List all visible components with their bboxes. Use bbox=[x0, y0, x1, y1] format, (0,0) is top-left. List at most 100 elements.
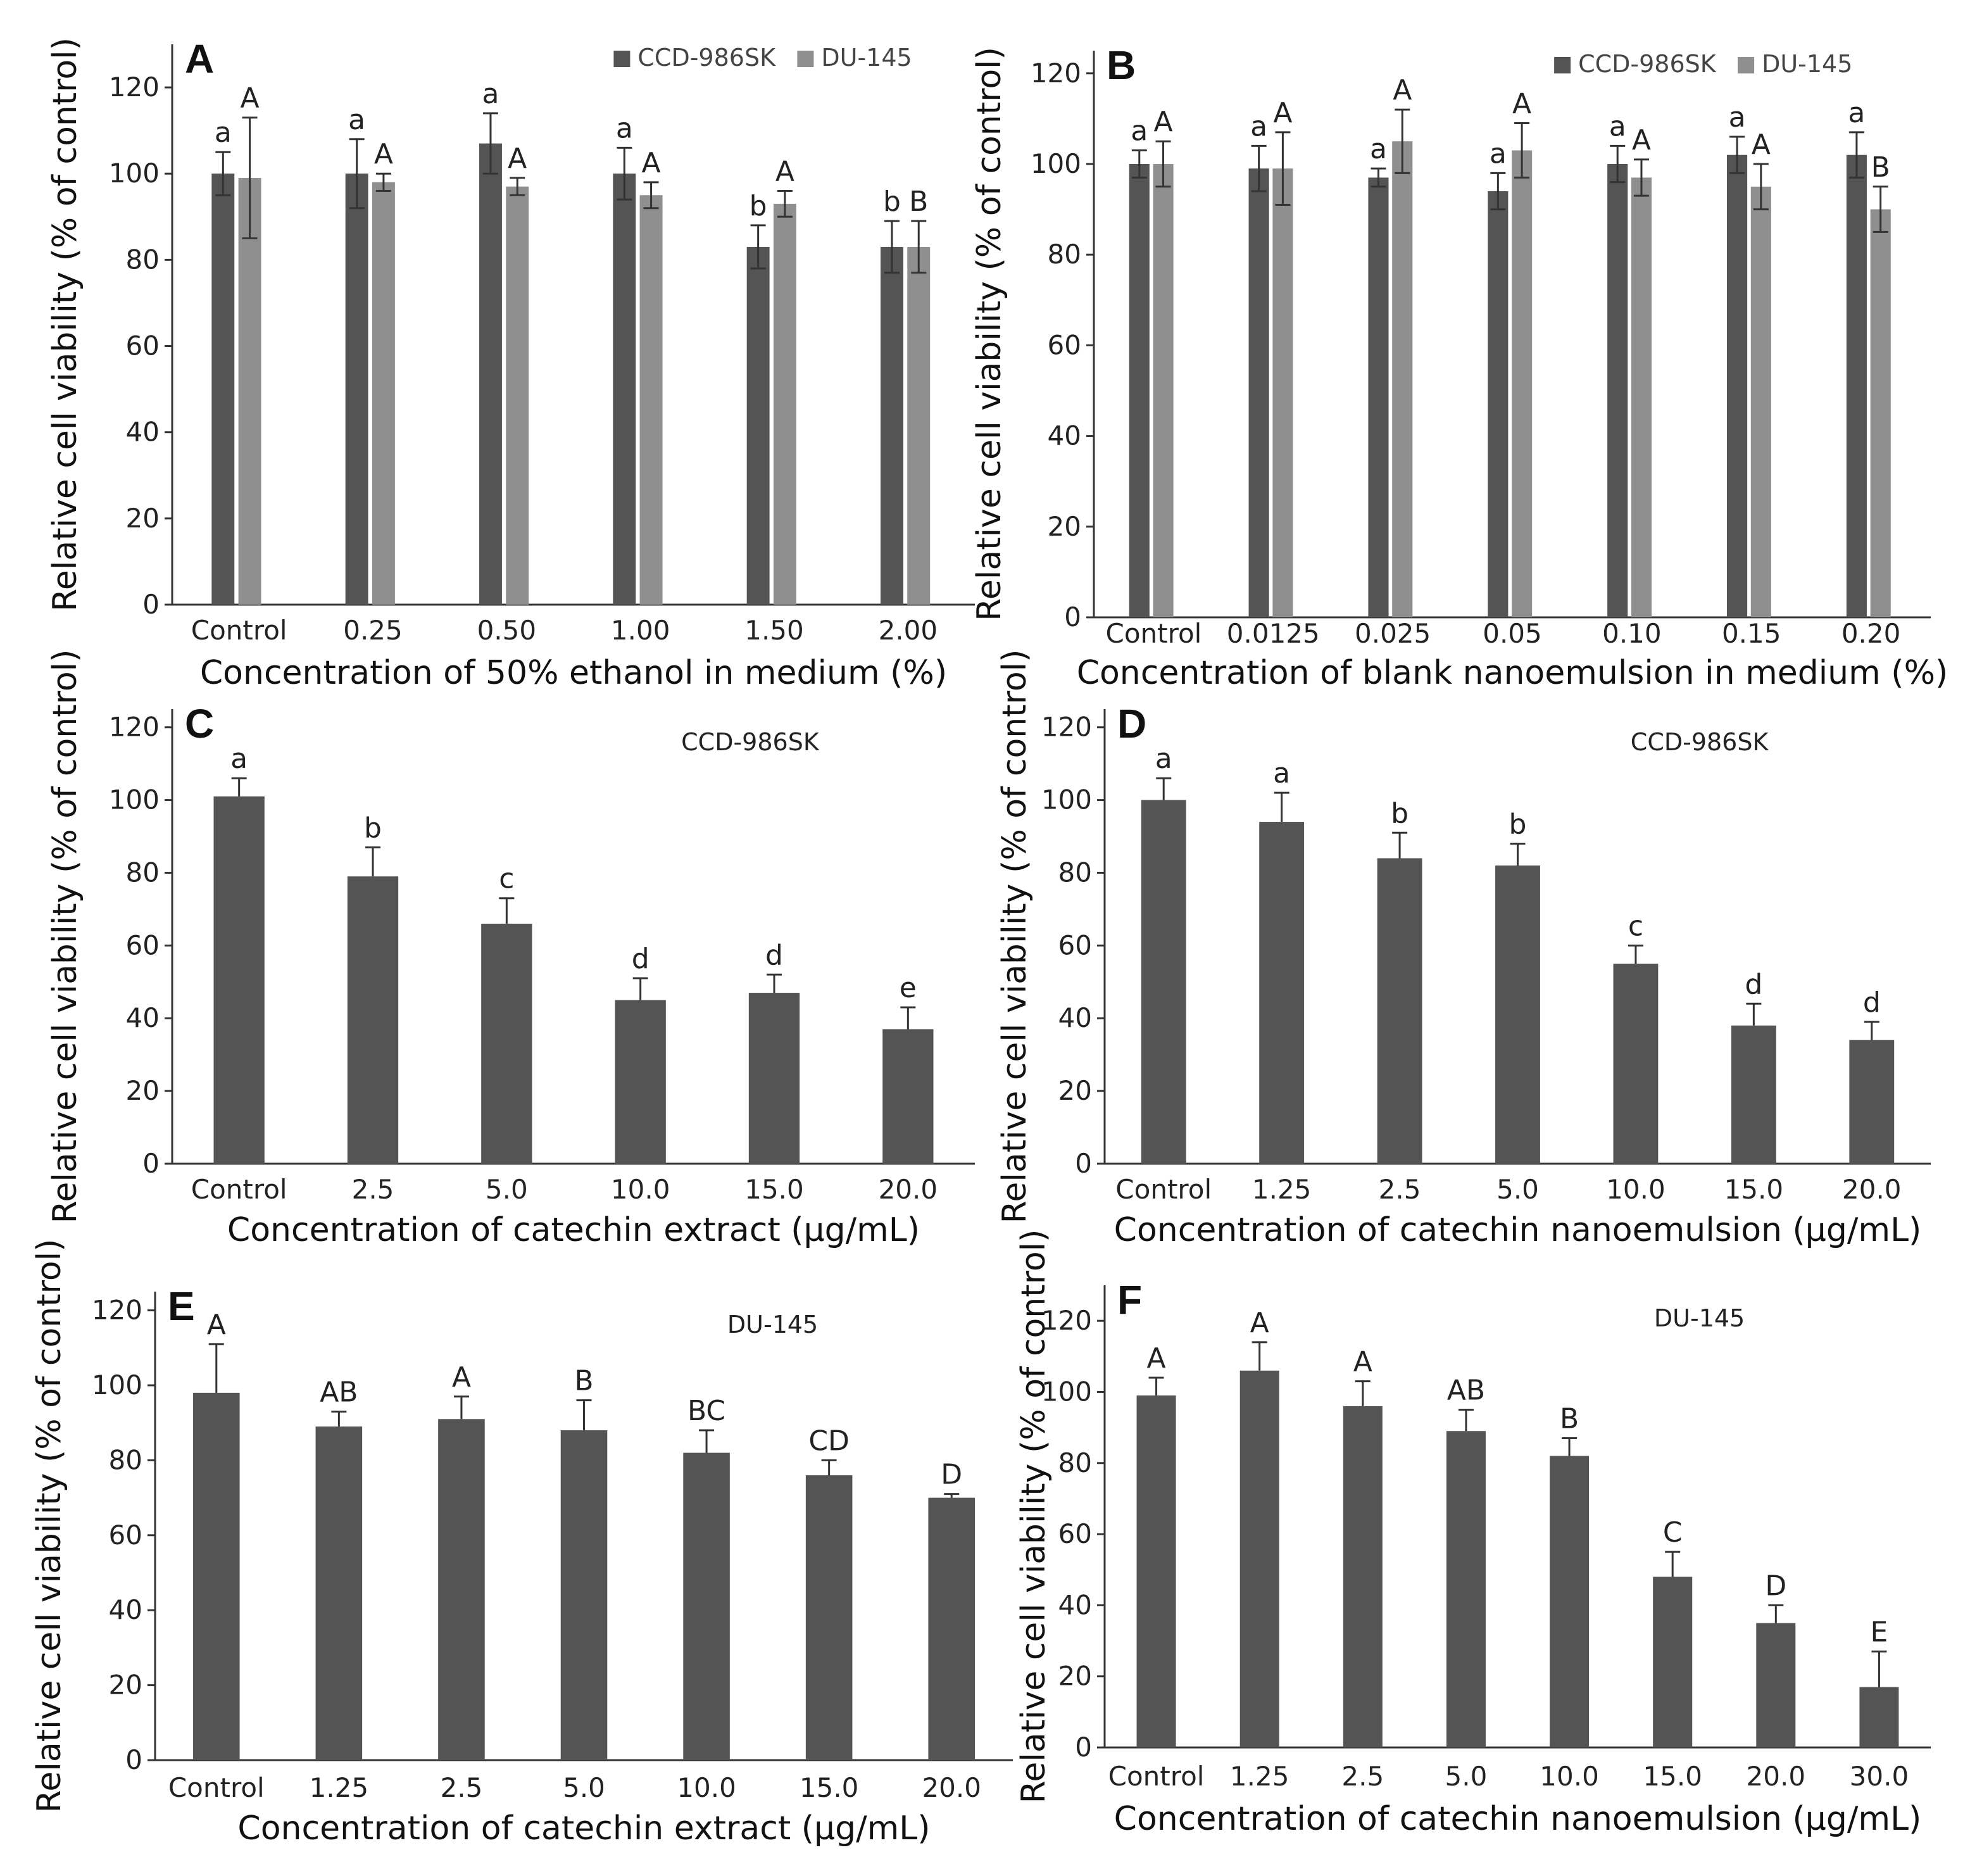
x-tick-label: 5.0 bbox=[1496, 1174, 1539, 1205]
bar bbox=[1368, 177, 1389, 618]
bar bbox=[1756, 1623, 1796, 1747]
bar bbox=[907, 246, 931, 605]
significance-letter: A bbox=[642, 147, 661, 179]
y-tick-label: 40 bbox=[126, 417, 160, 448]
bar bbox=[345, 173, 368, 605]
y-tick-label: 20 bbox=[109, 1670, 142, 1701]
bar bbox=[882, 1029, 934, 1164]
y-tick-label: 80 bbox=[1048, 239, 1081, 270]
x-tick-label: 2.00 bbox=[879, 615, 938, 646]
y-tick-label: 20 bbox=[1058, 1075, 1092, 1106]
significance-letter: A bbox=[508, 142, 527, 175]
y-tick-label: 100 bbox=[109, 158, 160, 189]
significance-letter: A bbox=[241, 82, 260, 115]
y-tick-label: 20 bbox=[126, 1075, 160, 1106]
y-tick-label: 40 bbox=[1048, 420, 1081, 451]
chart-panel-a: 0 20 40 60 80 100 120 Relative cell viability (… bbox=[46, 36, 975, 692]
panel-letter: D bbox=[1117, 701, 1146, 746]
significance-letter: a bbox=[1131, 115, 1148, 148]
bar bbox=[1343, 1406, 1383, 1747]
y-tick-label: 0 bbox=[1075, 1148, 1092, 1179]
significance-letter: AB bbox=[320, 1376, 358, 1408]
y-axis-title: Relative cell viability (% of control) bbox=[1015, 1230, 1053, 1804]
y-axis-title: Relative cell viability (% of control) bbox=[996, 650, 1034, 1224]
x-tick-label: Control bbox=[1115, 1174, 1212, 1205]
bar bbox=[1607, 164, 1628, 617]
y-tick-label: 80 bbox=[126, 857, 160, 888]
bar bbox=[315, 1426, 363, 1760]
bar bbox=[1613, 964, 1659, 1164]
significance-letter: C bbox=[1663, 1516, 1683, 1549]
legend-swatch bbox=[613, 51, 631, 67]
significance-letter: a bbox=[1250, 110, 1267, 142]
legend-swatch bbox=[1554, 57, 1571, 73]
x-tick-label: 0.05 bbox=[1483, 618, 1542, 649]
cell-line-label: DU-145 bbox=[727, 1311, 818, 1338]
significance-letter: A bbox=[1632, 124, 1651, 156]
bar bbox=[683, 1452, 730, 1760]
bar bbox=[347, 876, 399, 1164]
bar bbox=[1849, 1040, 1895, 1164]
bar bbox=[746, 246, 770, 605]
legend-swatch bbox=[1738, 57, 1755, 73]
bar bbox=[1750, 186, 1771, 617]
bar bbox=[1248, 168, 1269, 617]
significance-letter: CD bbox=[808, 1425, 850, 1457]
x-tick-label: 0.20 bbox=[1841, 618, 1901, 649]
x-tick-label: 15.0 bbox=[800, 1772, 859, 1803]
y-tick-label: 0 bbox=[1075, 1732, 1092, 1763]
x-tick-label: Control bbox=[191, 1174, 287, 1205]
y-tick-label: 80 bbox=[1058, 1447, 1092, 1478]
bar bbox=[1153, 164, 1174, 617]
bar bbox=[193, 1392, 240, 1760]
panel-letter: B bbox=[1107, 42, 1136, 88]
significance-letter: A bbox=[452, 1361, 471, 1394]
significance-letter: e bbox=[900, 972, 917, 1004]
bar bbox=[928, 1497, 975, 1760]
x-tick-label: 5.0 bbox=[563, 1772, 605, 1803]
significance-letter: A bbox=[207, 1309, 226, 1341]
bar bbox=[1726, 154, 1748, 617]
bar bbox=[1446, 1431, 1486, 1747]
bar bbox=[1488, 191, 1509, 618]
y-axis-title: Relative cell viability (% of control) bbox=[970, 47, 1008, 621]
y-axis-title: Relative cell viability (% of control) bbox=[30, 1239, 68, 1813]
chart-panel-e: 0 20 40 60 80 100 120 Relative cell viability (… bbox=[30, 1239, 1013, 1848]
legend-label: CCD-986SK bbox=[1578, 50, 1717, 78]
x-tick-label: 20.0 bbox=[1747, 1761, 1806, 1792]
x-axis-title: Concentration of catechin extract (μg/mL… bbox=[227, 1211, 920, 1249]
bar bbox=[881, 246, 903, 605]
significance-letter: E bbox=[1871, 1616, 1888, 1648]
bar bbox=[479, 143, 502, 605]
significance-letter: A bbox=[1250, 1307, 1269, 1339]
legend-label: DU-145 bbox=[821, 44, 912, 72]
bar bbox=[1731, 1025, 1776, 1164]
bar bbox=[1550, 1456, 1590, 1747]
y-tick-label: 100 bbox=[92, 1369, 142, 1401]
x-tick-label: 1.25 bbox=[310, 1772, 369, 1803]
significance-letter: AB bbox=[1447, 1375, 1485, 1407]
y-tick-label: 60 bbox=[126, 331, 160, 362]
significance-letter: a bbox=[616, 112, 633, 144]
x-tick-label: 30.0 bbox=[1850, 1761, 1909, 1792]
significance-letter: B bbox=[1871, 151, 1890, 184]
significance-letter: b bbox=[364, 812, 382, 844]
x-tick-label: 1.50 bbox=[744, 615, 804, 646]
y-tick-label: 40 bbox=[1058, 1589, 1092, 1620]
y-axis-title: Relative cell viability (% of control) bbox=[46, 650, 84, 1224]
chart-panel-c: 0 20 40 60 80 100 120 Relative cell viability (… bbox=[46, 650, 975, 1249]
y-tick-label: 80 bbox=[1058, 857, 1092, 888]
x-tick-label: 15.0 bbox=[744, 1174, 804, 1205]
y-tick-label: 120 bbox=[92, 1295, 142, 1326]
significance-letter: a bbox=[348, 104, 365, 136]
bar bbox=[1392, 141, 1413, 617]
significance-letter: D bbox=[1765, 1570, 1786, 1602]
significance-letter: a bbox=[1370, 133, 1387, 165]
cell-line-label: CCD-986SK bbox=[681, 728, 820, 756]
legend-label: DU-145 bbox=[1762, 50, 1852, 78]
bar bbox=[639, 195, 663, 605]
x-tick-label: 2.5 bbox=[1341, 1761, 1384, 1792]
y-tick-label: 80 bbox=[109, 1444, 142, 1475]
significance-letter: D bbox=[941, 1459, 962, 1491]
